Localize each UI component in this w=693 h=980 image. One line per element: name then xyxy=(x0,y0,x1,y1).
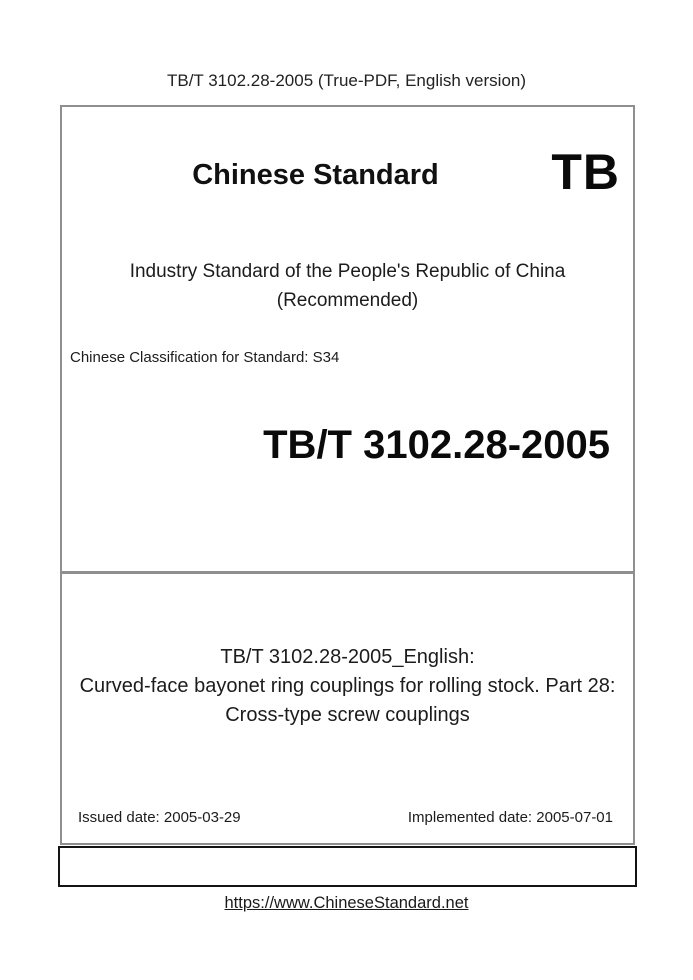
title-line-english: TB/T 3102.28-2005_English: xyxy=(220,646,475,668)
standard-number: TB/T 3102.28-2005 xyxy=(263,423,610,467)
footer-box xyxy=(58,846,637,887)
scope-line: Industry Standard of the People's Republ… xyxy=(129,261,566,282)
brand-code: TB xyxy=(551,144,620,200)
brand-title: Chinese Standard xyxy=(192,159,439,191)
section-divider xyxy=(60,571,635,574)
issued-date: Issued date: 2005-03-29 xyxy=(78,809,241,826)
document-header-title: TB/T 3102.28-2005 (True-PDF, English ver… xyxy=(166,71,527,90)
dates-row: Issued date: 2005-03-29 Implemented date… xyxy=(78,807,613,829)
recommended-label: (Recommended) xyxy=(276,290,419,311)
title-block: TB/T 3102.28-2005_English: Curved-face b… xyxy=(62,643,633,730)
footer-link-wrap: https://www.ChineseStandard.net xyxy=(0,892,693,914)
classification-label: Chinese Classification for Standard: S34 xyxy=(70,349,340,366)
website-link[interactable]: https://www.ChineseStandard.net xyxy=(224,894,469,912)
title-line-subject: Curved-face bayonet ring couplings for r… xyxy=(79,675,616,697)
brand-row: Chinese Standard TB xyxy=(62,147,633,209)
title-line-part: Cross-type screw couplings xyxy=(225,704,470,726)
cover-box: Chinese Standard TB Industry Standard of… xyxy=(60,105,635,845)
implemented-date: Implemented date: 2005-07-01 xyxy=(407,809,613,826)
standard-scope: Industry Standard of the People's Republ… xyxy=(62,257,633,315)
